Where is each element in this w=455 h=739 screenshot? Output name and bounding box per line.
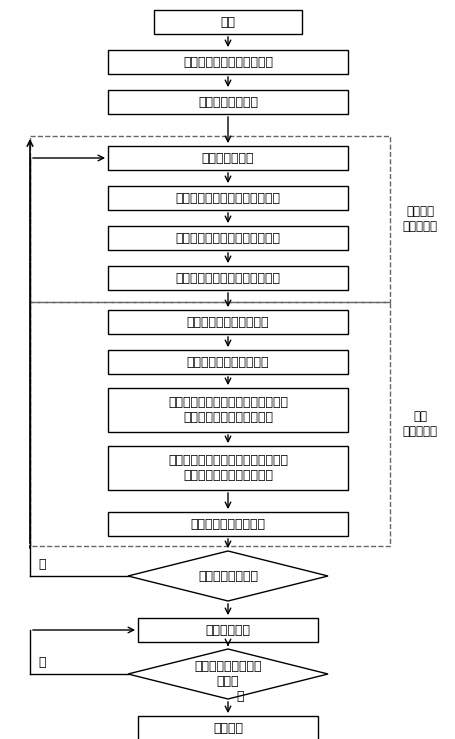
Polygon shape <box>128 551 327 601</box>
FancyBboxPatch shape <box>108 350 347 374</box>
Text: 是: 是 <box>236 690 243 704</box>
FancyBboxPatch shape <box>108 388 347 432</box>
Text: 否: 否 <box>38 655 46 669</box>
Text: 学习结束: 学习结束 <box>212 721 243 735</box>
FancyBboxPatch shape <box>108 512 347 536</box>
FancyBboxPatch shape <box>108 146 347 170</box>
FancyBboxPatch shape <box>108 266 347 290</box>
FancyBboxPatch shape <box>108 50 347 74</box>
FancyBboxPatch shape <box>108 186 347 210</box>
Text: 全部模式训练结束: 全部模式训练结束 <box>197 570 258 582</box>
Text: 误差满足或者学习次
数到达: 误差满足或者学习次 数到达 <box>194 660 261 688</box>
Text: 更新学习次数: 更新学习次数 <box>205 624 250 636</box>
Polygon shape <box>128 649 327 699</box>
FancyBboxPatch shape <box>108 90 347 114</box>
Text: 开始: 开始 <box>220 16 235 29</box>
Text: 输入特征
的正向传输: 输入特征 的正向传输 <box>402 205 436 233</box>
Text: 计算输出层各单元的输入、输出: 计算输出层各单元的输入、输出 <box>175 271 280 285</box>
Text: 误差
的后向传输: 误差 的后向传输 <box>402 410 436 438</box>
FancyBboxPatch shape <box>138 716 317 739</box>
Text: 否: 否 <box>38 557 46 571</box>
Text: 训练数据输入网络: 训练数据输入网络 <box>197 95 258 109</box>
FancyBboxPatch shape <box>138 618 317 642</box>
Text: 计算隐含层各单元的输入、输出: 计算隐含层各单元的输入、输出 <box>175 231 280 245</box>
Text: 计算隐含层各单元的误差: 计算隐含层各单元的误差 <box>187 355 268 369</box>
FancyBboxPatch shape <box>108 446 347 490</box>
Text: 计算输入层各单元的输入、输出: 计算输入层各单元的输入、输出 <box>175 191 280 205</box>
FancyBboxPatch shape <box>108 310 347 334</box>
Text: 调整隐含层与输出层之间的连接权及
输出层各单元的的输出阈值: 调整隐含层与输出层之间的连接权及 输出层各单元的的输出阈值 <box>167 396 288 424</box>
Text: 调整输入层与隐含层之间的连接权及
输出层各单元的的输出阈值: 调整输入层与隐含层之间的连接权及 输出层各单元的的输出阈值 <box>167 454 288 482</box>
FancyBboxPatch shape <box>154 10 301 34</box>
Text: 初始化权值、连接权、阈值: 初始化权值、连接权、阈值 <box>182 55 273 69</box>
Text: 调整各特征块的权重值: 调整各特征块的权重值 <box>190 517 265 531</box>
FancyBboxPatch shape <box>108 226 347 250</box>
Text: 计算输出层各单元的误差: 计算输出层各单元的误差 <box>187 316 268 329</box>
Text: 计算权值层输出: 计算权值层输出 <box>201 151 254 165</box>
